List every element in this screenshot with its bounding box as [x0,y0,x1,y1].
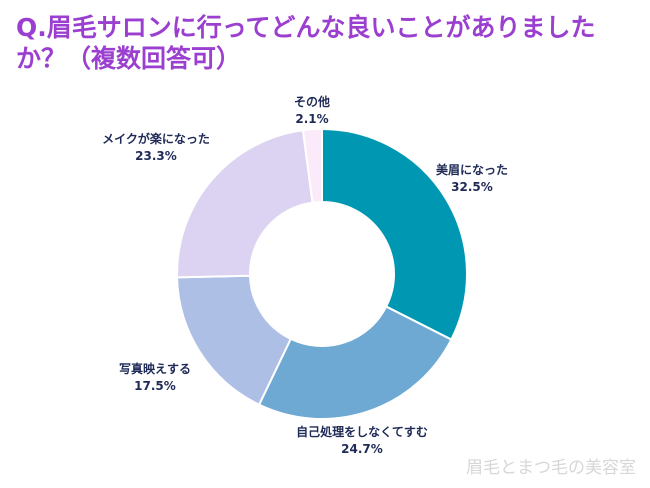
slice-value-5: 2.1% [295,112,328,126]
slice-value-1: 32.5% [451,180,493,194]
watermark: 眉毛とまつ毛の美容室 [466,458,636,478]
slice-4 [176,129,314,279]
slice-value-2: 24.7% [341,442,383,456]
slice-value-4: 23.3% [135,149,177,163]
slice-label-5: その他 [294,94,330,109]
slice-2 [257,305,453,420]
slice-5 [301,127,323,204]
slice-value-3: 17.5% [134,379,176,393]
chart-title: Q.眉毛サロンに行ってどんな良いことがありましたか？（複数回答可） [16,13,596,73]
slice-label-2: 自己処理をしなくてすむ [296,424,428,439]
slice-label-3: 写真映えする [119,361,191,376]
slice-1 [321,127,468,341]
slice-labels: 美眉になった 32.5% 自己処理をしなくてすむ 24.7% 写真映えする 17.5% メイ… [102,94,508,456]
donut-slices [176,127,468,420]
slice-label-1: 美眉になった [436,162,508,177]
slice-label-4: メイクが楽になった [102,131,210,146]
